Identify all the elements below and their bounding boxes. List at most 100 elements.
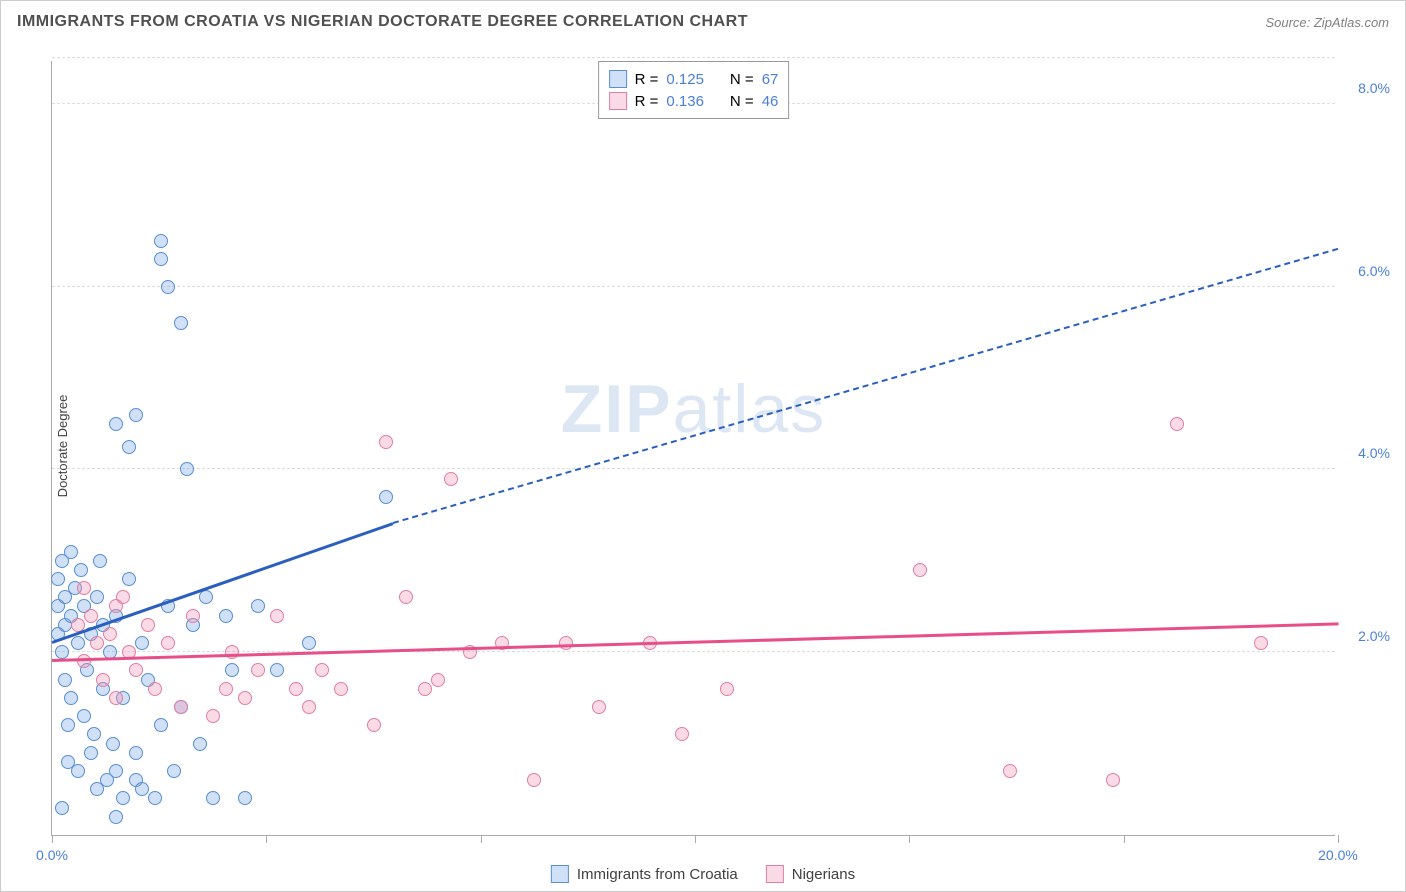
data-point [71,636,85,650]
data-point [93,554,107,568]
data-point [103,627,117,641]
gridline [52,468,1335,469]
data-point [527,773,541,787]
swatch-series-a [551,865,569,883]
data-point [431,673,445,687]
plot-area: R = 0.125 N = 67 R = 0.136 N = 46 ZIPatl… [51,61,1335,836]
data-point [302,636,316,650]
legend-item-b: Nigerians [766,865,855,883]
x-tick-mark [52,835,53,843]
x-tick-mark [909,835,910,843]
data-point [270,609,284,623]
data-point [206,791,220,805]
r-value-b: 0.136 [666,93,704,110]
data-point [55,645,69,659]
data-point [64,545,78,559]
source-attribution: Source: ZipAtlas.com [1265,15,1389,30]
data-point [180,462,194,476]
y-tick-label: 6.0% [1358,263,1390,279]
data-point [109,764,123,778]
data-point [61,718,75,732]
data-point [106,737,120,751]
data-point [74,563,88,577]
data-point [77,581,91,595]
data-point [1254,636,1268,650]
data-point [122,572,136,586]
data-point [154,252,168,266]
data-point [161,636,175,650]
x-tick-mark [695,835,696,843]
gridline [52,57,1335,58]
r-label: R = [635,93,659,110]
series-legend: Immigrants from Croatia Nigerians [551,865,855,883]
data-point [289,682,303,696]
data-point [77,709,91,723]
x-tick-mark [1124,835,1125,843]
data-point [367,718,381,732]
data-point [444,472,458,486]
chart-title: IMMIGRANTS FROM CROATIA VS NIGERIAN DOCT… [17,13,748,31]
data-point [129,408,143,422]
chart-container: IMMIGRANTS FROM CROATIA VS NIGERIAN DOCT… [0,0,1406,892]
data-point [141,618,155,632]
data-point [154,718,168,732]
swatch-series-a [609,70,627,88]
gridline [52,651,1335,652]
data-point [58,673,72,687]
legend-row-series-b: R = 0.136 N = 46 [609,90,779,112]
data-point [77,654,91,668]
x-tick-label: 0.0% [36,847,68,863]
n-label: N = [730,71,754,88]
data-point [51,572,65,586]
data-point [109,691,123,705]
y-tick-label: 4.0% [1358,445,1390,461]
data-point [206,709,220,723]
data-point [90,636,104,650]
x-tick-mark [1338,835,1339,843]
data-point [135,636,149,650]
data-point [251,663,265,677]
data-point [71,764,85,778]
data-point [174,700,188,714]
data-point [418,682,432,696]
data-point [1170,417,1184,431]
data-point [270,663,284,677]
data-point [399,590,413,604]
data-point [116,791,130,805]
data-point [219,682,233,696]
data-point [109,417,123,431]
n-value-b: 46 [762,93,779,110]
y-tick-label: 2.0% [1358,628,1390,644]
data-point [87,727,101,741]
data-point [161,280,175,294]
data-point [129,663,143,677]
n-label: N = [730,93,754,110]
data-point [302,700,316,714]
data-point [225,663,239,677]
data-point [334,682,348,696]
x-tick-label: 20.0% [1318,847,1358,863]
data-point [225,645,239,659]
data-point [238,791,252,805]
data-point [90,590,104,604]
data-point [174,316,188,330]
data-point [148,682,162,696]
data-point [675,727,689,741]
r-label: R = [635,71,659,88]
y-tick-label: 8.0% [1358,80,1390,96]
data-point [199,590,213,604]
data-point [1106,773,1120,787]
x-tick-mark [481,835,482,843]
swatch-series-b [766,865,784,883]
data-point [135,782,149,796]
n-value-a: 67 [762,71,779,88]
correlation-legend: R = 0.125 N = 67 R = 0.136 N = 46 [598,61,790,119]
data-point [186,609,200,623]
data-point [720,682,734,696]
x-tick-mark [266,835,267,843]
data-point [379,435,393,449]
data-point [913,563,927,577]
watermark-bold: ZIP [561,371,673,447]
legend-row-series-a: R = 0.125 N = 67 [609,68,779,90]
data-point [379,490,393,504]
